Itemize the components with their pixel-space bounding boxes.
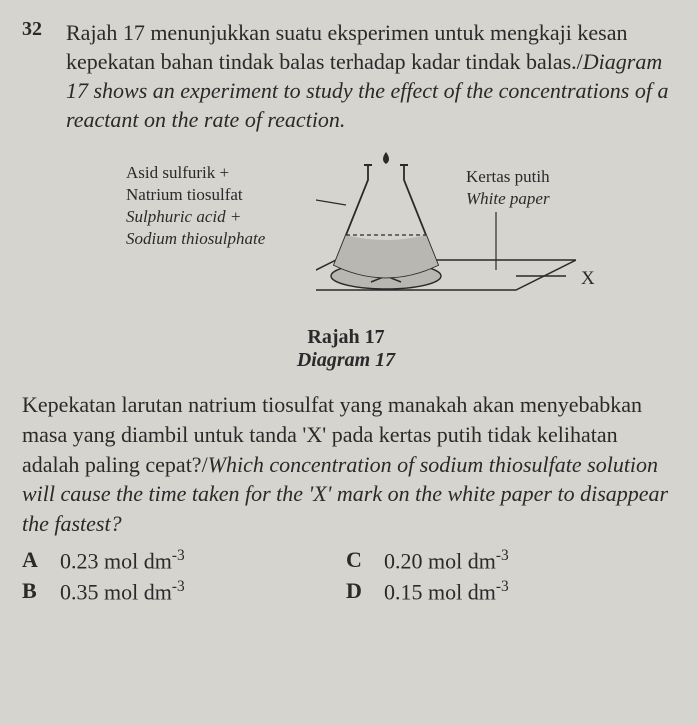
option-d-exp: -3 [496,578,509,595]
question-prompt: Rajah 17 menunjukkan suatu eksperimen un… [66,18,670,134]
option-d[interactable]: D 0.15 mol dm-3 [346,578,670,605]
label-ms-line1: Asid sulfurik + [126,162,265,184]
caption-en: Diagram 17 [22,349,670,372]
paper-label: Kertas putih White paper [466,166,550,210]
option-b[interactable]: B 0.35 mol dm-3 [22,578,346,605]
option-c[interactable]: C 0.20 mol dm-3 [346,547,670,574]
caption-ms: Rajah 17 [22,326,670,349]
label-en-line2: Sodium thiosulphate [126,228,265,250]
x-mark-label: X [581,268,595,290]
label-en-line1: Sulphuric acid + [126,206,265,228]
flask-contents-label: Asid sulfurik + Natrium tiosulfat Sulphu… [126,162,265,250]
option-a[interactable]: A 0.23 mol dm-3 [22,547,346,574]
paper-label-ms: Kertas putih [466,166,550,188]
option-b-exp: -3 [172,578,185,595]
option-letter: C [346,547,368,574]
option-value: 0.15 mol dm-3 [384,578,509,605]
option-value: 0.23 mol dm-3 [60,547,185,574]
option-c-text: 0.20 mol dm [384,548,496,573]
option-value: 0.20 mol dm-3 [384,547,509,574]
label-ms-line2: Natrium tiosulfat [126,184,265,206]
option-letter: D [346,578,368,605]
option-letter: A [22,547,44,574]
prompt-ms: Rajah 17 menunjukkan suatu eksperimen un… [66,20,627,74]
answer-options: A 0.23 mol dm-3 C 0.20 mol dm-3 B 0.35 m… [22,547,670,606]
diagram: Asid sulfurik + Natrium tiosulfat Sulphu… [66,150,626,320]
option-value: 0.35 mol dm-3 [60,578,185,605]
option-a-text: 0.23 mol dm [60,548,172,573]
option-letter: B [22,578,44,605]
option-b-text: 0.35 mol dm [60,579,172,604]
option-a-exp: -3 [172,547,185,564]
question-body: Kepekatan larutan natrium tiosulfat yang… [22,390,670,538]
option-d-text: 0.15 mol dm [384,579,496,604]
diagram-caption: Rajah 17 Diagram 17 [22,326,670,372]
diagram-container: Asid sulfurik + Natrium tiosulfat Sulphu… [22,150,670,320]
paper-label-en: White paper [466,188,550,210]
question-number: 32 [22,18,42,41]
option-c-exp: -3 [496,547,509,564]
